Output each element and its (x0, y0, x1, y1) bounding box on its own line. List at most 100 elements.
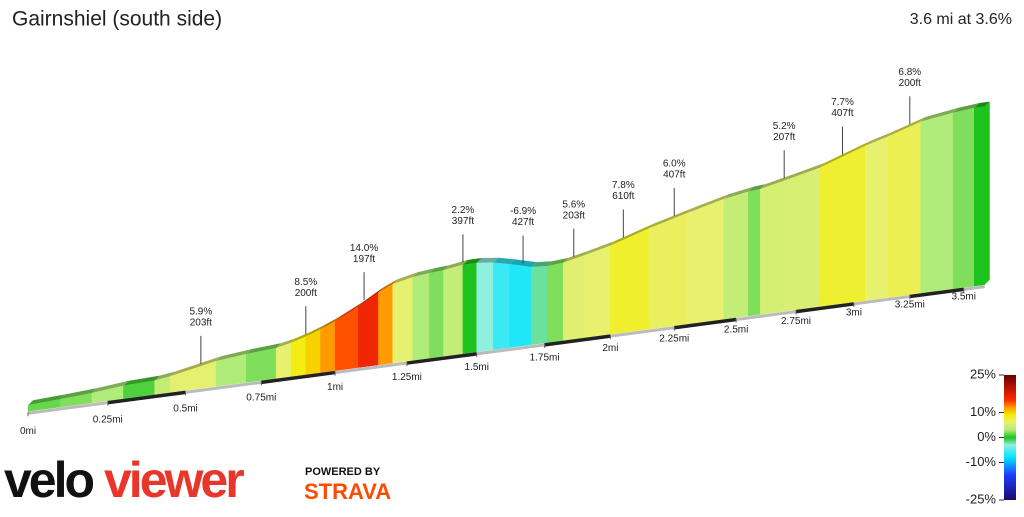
profile-top (476, 257, 499, 264)
profile-top (648, 208, 692, 229)
profile-segment (748, 188, 761, 317)
profile-top (887, 116, 926, 137)
profile-top (760, 175, 790, 190)
profile-segment (305, 329, 321, 375)
x-tick-label: 2.25mi (659, 334, 689, 345)
profile-top (531, 261, 553, 268)
x-tick-label: 2.5mi (724, 325, 748, 336)
profile-segment (509, 263, 532, 348)
axis-bar (909, 287, 964, 299)
x-tick-label: 0.25mi (93, 415, 123, 426)
x-tick-label: 2mi (602, 343, 618, 354)
x-tick-label: 1.25mi (392, 372, 422, 383)
annotation-grade: 5.9% (189, 306, 212, 317)
profile-top (547, 257, 569, 267)
annotation-grade: 7.8% (612, 180, 635, 191)
annotation-length: 407ft (831, 108, 853, 119)
profile-top (953, 103, 980, 113)
profile-top (28, 394, 66, 406)
annotation-grade: 5.6% (562, 199, 585, 210)
profile-top (686, 194, 729, 214)
profile-top (246, 343, 282, 355)
profile-segment (429, 270, 444, 359)
chart-subtitle: 3.6 mi at 3.6% (910, 11, 1012, 28)
axis-bar (544, 334, 611, 347)
strava-logo: STRAVA (304, 479, 391, 504)
profile-segment (723, 191, 749, 320)
profile-segment (443, 264, 464, 357)
annotation-grade: 2.2% (452, 205, 475, 216)
profile-top (584, 240, 616, 256)
annotation-length: 610ft (612, 191, 634, 202)
profile-top (170, 356, 222, 377)
axis-bar (795, 302, 855, 314)
profile-segment (412, 272, 430, 361)
colorbar-label: 0% (977, 429, 996, 444)
x-tick-label: 0.75mi (246, 393, 276, 404)
profile-segment (584, 245, 611, 338)
profile-top (865, 131, 893, 147)
profile-top (462, 258, 482, 265)
annotation-length: 203ft (190, 317, 212, 328)
x-tick-label: 3mi (846, 308, 862, 319)
profile-top (723, 186, 754, 200)
profile-segment (320, 320, 336, 373)
logo-velo: velo (4, 452, 94, 508)
powered-by: POWERED BY (305, 466, 381, 478)
profile-top (123, 375, 160, 386)
profile-segment (819, 145, 866, 307)
logo-viewer: viewer (104, 452, 244, 508)
x-tick-label: 1mi (327, 382, 343, 393)
profile-top (443, 259, 468, 271)
profile-top (974, 101, 990, 109)
colorbar-label: 25% (970, 366, 996, 381)
colorbar-label: -10% (966, 454, 997, 469)
x-tick-label: 0.5mi (173, 404, 197, 415)
x-tick-label: 3.5mi (951, 292, 975, 303)
profile-segment (334, 306, 359, 371)
profile-top (305, 324, 326, 337)
annotation-grade: 6.0% (663, 159, 686, 170)
axis-bar (406, 352, 477, 365)
profile-segment (760, 180, 785, 315)
profile-end (984, 101, 990, 285)
colorbar-label: 10% (970, 404, 996, 419)
profile-segment (492, 262, 510, 350)
annotation-length: 200ft (899, 78, 921, 89)
profile-segment (290, 336, 307, 377)
x-tick-label: 2.75mi (781, 316, 811, 327)
profile-top (784, 163, 825, 181)
profile-segment (378, 283, 393, 366)
annotation-grade: 14.0% (350, 243, 378, 254)
profile-segment (952, 107, 975, 290)
profile-segment (974, 106, 985, 287)
profile-segment (864, 136, 888, 301)
profile-top (920, 107, 959, 122)
profile-top (378, 279, 398, 293)
annotation-length: 200ft (295, 288, 317, 299)
profile-segment (546, 262, 564, 343)
axis-bar (107, 390, 186, 405)
x-tick-label: 1.5mi (464, 362, 488, 373)
x-tick-label: 0mi (20, 426, 36, 437)
profile-segment (530, 265, 548, 345)
axis-bar (261, 370, 336, 385)
colorbar-label: -25% (966, 491, 997, 506)
profile-top (91, 380, 129, 394)
profile-top (429, 265, 449, 274)
annotation-length: 197ft (353, 254, 375, 265)
profile-top (563, 250, 590, 263)
x-tick-label: 3.25mi (895, 299, 925, 310)
profile-top (493, 257, 515, 265)
colorbar (1004, 375, 1016, 500)
profile-top (291, 331, 311, 344)
profile-top (412, 268, 435, 278)
annotation-length: 203ft (563, 210, 585, 221)
annotation-length: 397ft (452, 216, 474, 227)
profile-segment (783, 167, 820, 312)
profile-segment (648, 213, 688, 330)
annotation-grade: 6.8% (898, 67, 921, 78)
profile-segment (246, 347, 277, 383)
profile-top (335, 301, 364, 322)
